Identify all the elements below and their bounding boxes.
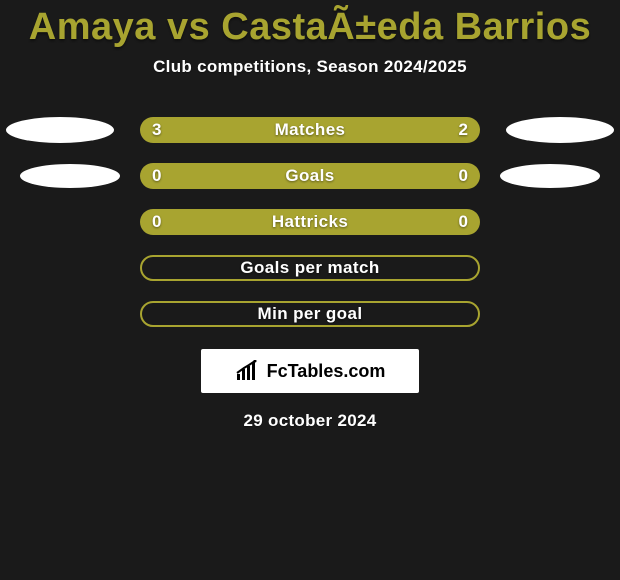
- player-ellipse-right: [500, 164, 600, 188]
- bar-chart-icon: [235, 360, 261, 382]
- snapshot-date: 29 october 2024: [0, 411, 620, 431]
- stat-label: Hattricks: [272, 212, 348, 232]
- stat-value-right: 2: [459, 120, 468, 140]
- fctables-logo: FcTables.com: [201, 349, 419, 393]
- stat-row: Matches 3 2: [0, 117, 620, 143]
- stat-label: Matches: [275, 120, 346, 140]
- stat-label: Goals: [285, 166, 334, 186]
- stat-bar: Matches 3 2: [140, 117, 480, 143]
- stat-value-left: 3: [152, 120, 161, 140]
- stat-bar: Goals 0 0: [140, 163, 480, 189]
- page-subtitle: Club competitions, Season 2024/2025: [0, 57, 620, 77]
- stat-value-right: 0: [459, 212, 468, 232]
- comparison-card: Amaya vs CastaÃ±eda Barrios Club competi…: [0, 0, 620, 580]
- player-ellipse-left: [6, 117, 114, 143]
- stat-row: Goals per match: [0, 255, 620, 281]
- stat-row: Min per goal: [0, 301, 620, 327]
- stat-value-right: 0: [459, 166, 468, 186]
- player-ellipse-left: [20, 164, 120, 188]
- stat-row: Hattricks 0 0: [0, 209, 620, 235]
- stat-bar: Hattricks 0 0: [140, 209, 480, 235]
- stat-value-left: 0: [152, 166, 161, 186]
- stat-bar: Goals per match: [140, 255, 480, 281]
- stat-bar: Min per goal: [140, 301, 480, 327]
- stat-row: Goals 0 0: [0, 163, 620, 189]
- page-title: Amaya vs CastaÃ±eda Barrios: [0, 0, 620, 49]
- stat-rows: Matches 3 2 Goals 0 0 Hattricks 0 0 Goals per mat…: [0, 117, 620, 327]
- player-ellipse-right: [506, 117, 614, 143]
- logo-text: FcTables.com: [267, 361, 386, 382]
- stat-label: Min per goal: [258, 304, 363, 324]
- stat-value-left: 0: [152, 212, 161, 232]
- stat-label: Goals per match: [240, 258, 379, 278]
